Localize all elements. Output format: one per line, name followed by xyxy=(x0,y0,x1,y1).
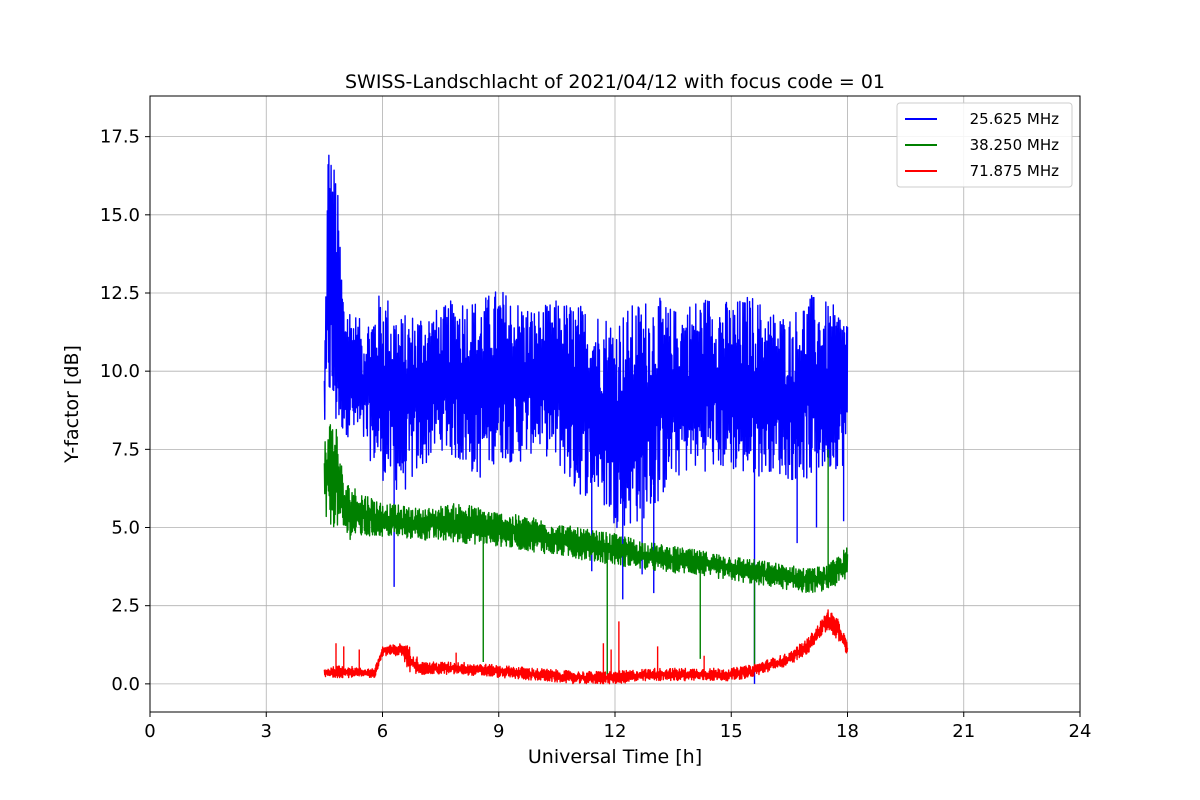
y-tick-label: 2.5 xyxy=(111,596,140,617)
series-line-3 xyxy=(323,609,849,685)
y-tick-label: 0.0 xyxy=(111,674,140,695)
legend-box xyxy=(896,102,1073,188)
x-tick-label: 21 xyxy=(952,721,975,742)
x-tick-label: 24 xyxy=(1069,721,1092,742)
legend: 25.625 MHz 38.250 MHz 71.875 MHz xyxy=(896,102,1073,188)
chart-title: SWISS-Landschlacht of 2021/04/12 with fo… xyxy=(345,71,885,93)
y-tick-label: 12.5 xyxy=(100,283,140,304)
x-tick-label: 18 xyxy=(836,721,859,742)
y-tick-label: 17.5 xyxy=(100,127,140,148)
series-line-2 xyxy=(323,424,849,675)
y-tick-label: 15.0 xyxy=(100,205,140,226)
y-tick-label: 10.0 xyxy=(100,361,140,382)
ticks: 0 3 6 9 12 15 18 21 24 0.0 2.5 5.0 7.5 10.0 12.5 15.0 17… xyxy=(100,127,1092,742)
y-tick-label: 5.0 xyxy=(111,518,140,539)
y-axis-label: Y-factor [dB] xyxy=(61,345,83,464)
legend-label: 71.875 MHz xyxy=(970,162,1059,180)
x-axis-label: Universal Time [h] xyxy=(528,746,702,768)
x-tick-label: 0 xyxy=(144,721,155,742)
series-line-1 xyxy=(323,154,849,684)
x-tick-label: 6 xyxy=(377,721,388,742)
series-group xyxy=(323,154,849,685)
x-tick-label: 15 xyxy=(720,721,743,742)
legend-label: 25.625 MHz xyxy=(970,110,1059,128)
y-tick-label: 7.5 xyxy=(111,439,140,460)
legend-label: 38.250 MHz xyxy=(970,136,1059,154)
x-tick-label: 9 xyxy=(493,721,504,742)
x-tick-label: 12 xyxy=(604,721,627,742)
x-tick-label: 3 xyxy=(261,721,272,742)
